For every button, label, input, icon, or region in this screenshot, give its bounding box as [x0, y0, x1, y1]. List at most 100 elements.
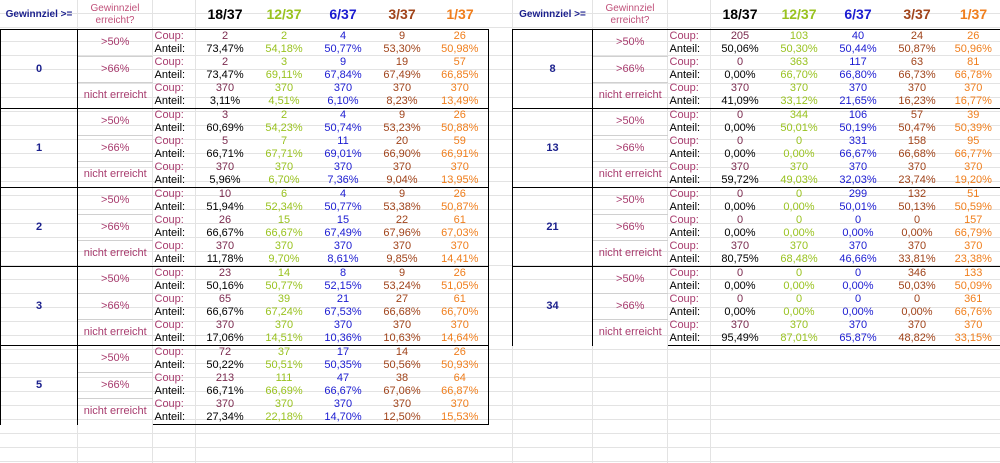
- anteil-value: 0,00%: [783, 227, 815, 239]
- anteil-value: 67,84%: [324, 69, 362, 81]
- anteil-value: 67,53%: [324, 306, 362, 318]
- table-row: >66% Coup: 26 15 15 22 61: [1, 214, 489, 241]
- threshold-label: >50%: [592, 108, 668, 136]
- coup-value: 26: [946, 29, 1000, 43]
- anteil-label: Anteil:: [154, 359, 186, 371]
- coup-value: 370: [392, 398, 412, 410]
- anteil-value: 15,53%: [431, 411, 489, 425]
- coup-label: Coup:: [152, 266, 196, 280]
- coup-value: 26: [218, 214, 232, 226]
- header-row: Gewinnziel >= Gewinnziel erreicht? 18/37 12…: [1, 0, 489, 30]
- anteil-label: Anteil:: [669, 201, 701, 213]
- anteil-value: 16,77%: [946, 95, 1000, 109]
- coup-value: 37: [254, 345, 314, 359]
- anteil-value: 67,49%: [324, 227, 362, 239]
- coup-value: 370: [274, 82, 294, 94]
- anteil-value: 50,16%: [206, 280, 244, 292]
- coup-value: 0: [913, 214, 921, 226]
- coup-value: 0: [913, 293, 921, 305]
- coup-value: 26: [431, 108, 489, 122]
- table-row: nicht erreicht Coup: 370 370 370 370 370: [513, 319, 1000, 338]
- coup-value: 57: [431, 56, 489, 69]
- anteil-value: 4,51%: [254, 95, 314, 109]
- anteil-label: Anteil:: [154, 69, 186, 81]
- anteil-value: 50,06%: [721, 43, 759, 55]
- table-row: Anteil: 95,49% 87,01% 65,87% 48,82% 33,15%: [513, 332, 1000, 346]
- table-row: Anteil: 0,00% 50,01% 50,19% 50,47% 50,39%: [513, 122, 1000, 135]
- coup-value: 370: [392, 319, 412, 331]
- anteil-value: 0,00%: [842, 227, 874, 239]
- table-row: nicht erreicht Coup: 370 370 370 370 370: [1, 161, 489, 180]
- anteil-value: 0,00%: [724, 280, 756, 292]
- goal-value: 0: [0, 29, 78, 109]
- table-row: Anteil: 51,94% 52,34% 50,77% 53,38% 50,87%: [1, 201, 489, 214]
- anteil-value: 21,65%: [828, 95, 888, 109]
- table-row: Anteil: 0,00% 66,70% 66,80% 66,73% 66,78%: [513, 69, 1000, 82]
- table-row: Anteil: 0,00% 0,00% 0,00% 0,00% 66,79%: [513, 227, 1000, 240]
- coup-value: 0: [795, 135, 803, 147]
- coup-value: 133: [946, 266, 1000, 280]
- coup-value: 2: [221, 56, 229, 68]
- anteil-value: 0,00%: [842, 280, 874, 292]
- coup-value: 21: [336, 293, 350, 305]
- anteil-label: Anteil:: [154, 122, 186, 134]
- anteil-value: 67,03%: [431, 227, 489, 240]
- coup-value: 370: [730, 240, 750, 252]
- table-row: 8 >50% Coup: 205 103 40 24 26: [512, 29, 1000, 109]
- coup-value: 370: [392, 240, 412, 252]
- coup-value: 9: [372, 29, 432, 43]
- anteil-value: 50,22%: [206, 359, 244, 371]
- goal-value: 8: [512, 29, 593, 109]
- threshold-label: nicht erreicht: [83, 325, 147, 338]
- threshold-label: >66%: [592, 293, 668, 320]
- coup-value: 61: [431, 293, 489, 306]
- anteil-value: 16,23%: [887, 95, 947, 109]
- anteil-value: 50,03%: [898, 280, 936, 292]
- threshold-label: >66%: [77, 56, 153, 83]
- threshold-label: >66%: [592, 214, 668, 241]
- coup-value: 57: [887, 108, 947, 122]
- anteil-value: 66,67%: [206, 306, 244, 318]
- coup-value: 205: [710, 29, 770, 43]
- anteil-value: 50,96%: [946, 43, 1000, 56]
- header-spacer: [153, 0, 196, 30]
- anteil-value: 3,11%: [195, 95, 255, 109]
- anteil-value: 60,69%: [206, 122, 244, 134]
- left-results-table: Gewinnziel >= Gewinnziel erreicht? 18/37 12…: [0, 0, 489, 425]
- coup-value: 61: [431, 214, 489, 227]
- threshold-label: >50%: [77, 345, 153, 373]
- coup-label: Coup:: [669, 293, 699, 305]
- coup-value: 370: [848, 161, 868, 173]
- coup-label: Coup:: [669, 82, 699, 94]
- coup-value: 346: [887, 266, 947, 280]
- coup-value: 14: [254, 266, 314, 280]
- coup-value: 14: [372, 345, 432, 359]
- coup-value: 111: [275, 372, 293, 384]
- anteil-value: 0,00%: [783, 201, 815, 213]
- coup-label: Coup:: [669, 240, 699, 252]
- coup-value: 370: [907, 319, 927, 331]
- anteil-value: 50,09%: [946, 280, 1000, 293]
- goal-value: 3: [0, 266, 78, 346]
- anteil-value: 0,00%: [724, 69, 756, 81]
- table-row: nicht erreicht Coup: 370 370 370 370 370: [1, 82, 489, 101]
- coup-value: 370: [333, 240, 353, 252]
- goal-header: Gewinnziel >=: [5, 9, 73, 20]
- anteil-value: 66,78%: [946, 69, 1000, 82]
- anteil-value: 66,91%: [431, 148, 489, 161]
- anteil-value: 53,38%: [383, 201, 421, 213]
- column-header-2: 6/37: [329, 6, 357, 22]
- anteil-label: Anteil:: [154, 306, 186, 318]
- anteil-value: 50,56%: [383, 359, 421, 371]
- anteil-value: 50,74%: [324, 122, 362, 134]
- coup-value: 370: [730, 161, 750, 173]
- table-row: 2 >50% Coup: 10 6 4 9 26: [0, 187, 489, 267]
- anteil-value: 50,44%: [839, 43, 877, 55]
- anteil-value: 66,71%: [206, 385, 244, 397]
- coup-label: Coup:: [154, 398, 184, 410]
- table-row: >66% Coup: 213 111 47 38 64: [1, 372, 489, 399]
- anteil-value: 50,88%: [431, 122, 489, 135]
- anteil-label: Anteil:: [669, 280, 701, 292]
- reached-header: Gewinnziel erreicht?: [605, 2, 655, 26]
- anteil-value: 66,85%: [431, 69, 489, 82]
